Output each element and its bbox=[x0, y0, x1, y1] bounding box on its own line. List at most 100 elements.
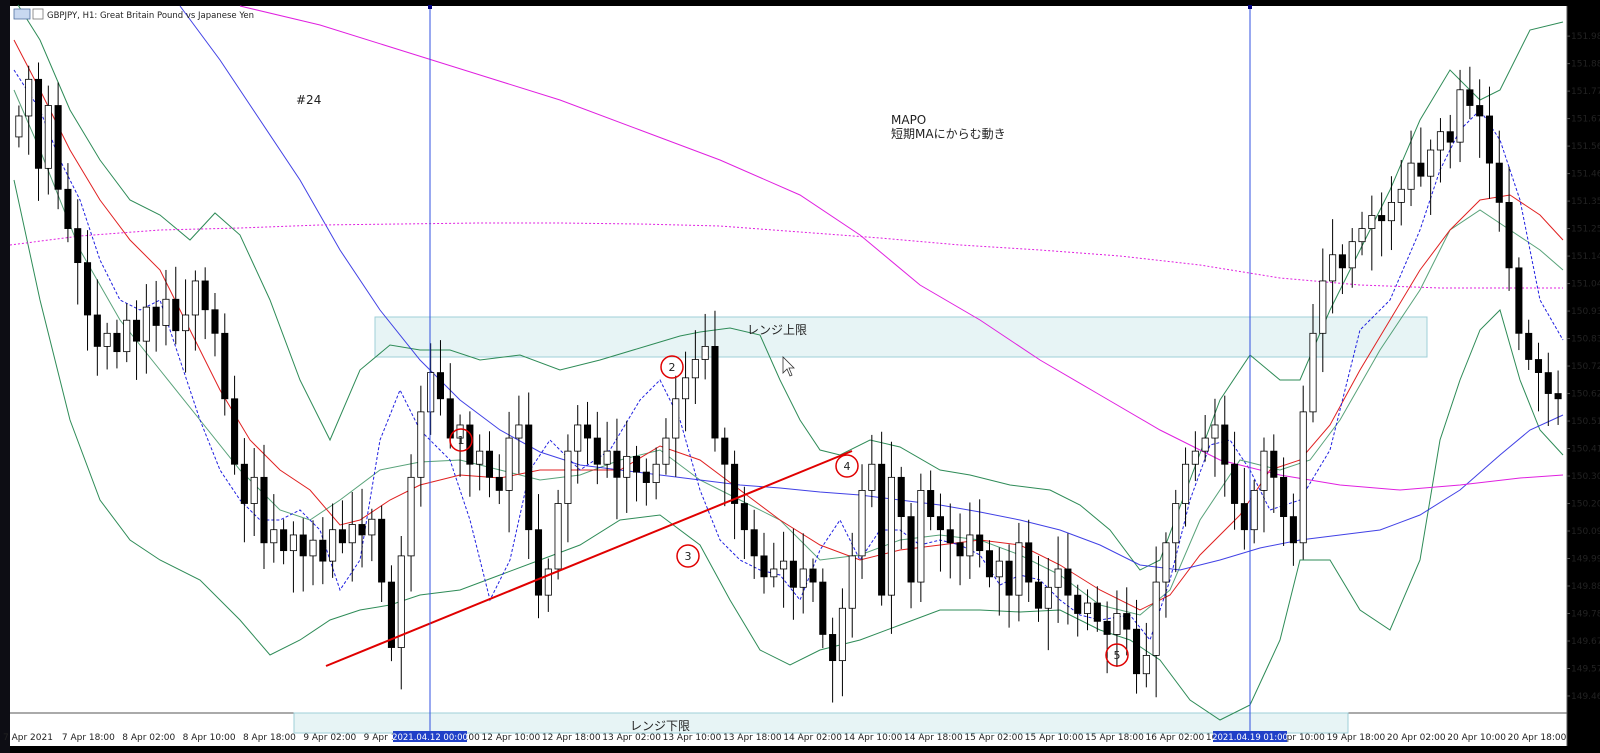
candle-body bbox=[770, 568, 778, 578]
trend-line[interactable] bbox=[325, 450, 853, 667]
candle-body bbox=[1132, 628, 1141, 675]
candle-body bbox=[1191, 450, 1199, 465]
left-toolbar-strip bbox=[0, 0, 10, 753]
candle-body bbox=[1436, 131, 1444, 151]
price-tick-label: 149.675 bbox=[1571, 637, 1600, 647]
candle-body bbox=[1250, 490, 1258, 531]
time-tick-label: 14 Apr 18:00 bbox=[904, 733, 963, 743]
marker-2[interactable]: 2 bbox=[660, 355, 684, 379]
candle-body bbox=[1554, 393, 1562, 400]
chart-window-icon[interactable] bbox=[13, 8, 31, 20]
price-tick-label: 150.725 bbox=[1571, 362, 1600, 372]
candle-body bbox=[995, 560, 1003, 578]
price-tick-label: 151.040 bbox=[1571, 280, 1600, 290]
candle-body bbox=[652, 463, 660, 483]
chart-menu-icon[interactable] bbox=[32, 8, 44, 20]
price-tick-label: 151.985 bbox=[1571, 32, 1600, 42]
candle-body bbox=[583, 424, 592, 439]
candle-body bbox=[368, 518, 376, 536]
candle-body bbox=[554, 503, 562, 570]
vline-1-handle[interactable] bbox=[428, 5, 432, 9]
time-tick-label: 8 Apr 18:00 bbox=[243, 733, 296, 743]
candle-body bbox=[1113, 613, 1121, 635]
candle-body bbox=[417, 411, 425, 478]
candle-body bbox=[407, 476, 415, 557]
marker-1-label: 1 bbox=[458, 434, 465, 447]
candle-body bbox=[927, 490, 935, 518]
price-tick-label: 151.775 bbox=[1571, 87, 1600, 97]
candle-body bbox=[642, 471, 650, 483]
candle-body bbox=[1240, 503, 1248, 531]
candle-body bbox=[476, 450, 484, 465]
candle-body bbox=[309, 539, 317, 557]
time-tick-label: 15 Apr 10:00 bbox=[1025, 733, 1084, 743]
candle-body bbox=[711, 346, 719, 439]
price-tick-label: 150.410 bbox=[1571, 445, 1600, 455]
price-axis-labels: 151.985 151.880 151.775 151.670 151.565 151.4… bbox=[1567, 32, 1600, 702]
candle-body bbox=[211, 309, 219, 334]
candle-body bbox=[1172, 503, 1180, 544]
candle-body bbox=[25, 78, 33, 117]
candle-body bbox=[1456, 89, 1464, 143]
candle-body bbox=[1123, 613, 1131, 630]
candle-body bbox=[1427, 149, 1435, 177]
candle-body bbox=[378, 518, 386, 583]
ma-magenta-dashed-line bbox=[9, 222, 1563, 289]
candle-body bbox=[936, 516, 944, 531]
time-tick-label: 14 Apr 02:00 bbox=[783, 733, 842, 743]
candle-body bbox=[534, 529, 543, 596]
candle-body bbox=[1005, 560, 1013, 596]
marker-2-label: 2 bbox=[669, 361, 676, 374]
marker-4[interactable]: 4 bbox=[835, 454, 859, 478]
candle-body bbox=[240, 463, 248, 504]
candle-body bbox=[270, 529, 278, 544]
price-tick-label: 151.460 bbox=[1571, 170, 1600, 180]
time-tick-label: 20 Apr 18:00 bbox=[1508, 733, 1567, 743]
time-tick-label: 19 Apr 18:00 bbox=[1327, 733, 1386, 743]
marker-1[interactable]: 1 bbox=[449, 428, 473, 452]
marker-3[interactable]: 3 bbox=[676, 544, 700, 568]
time-tick-label: 12 Apr 10:00 bbox=[482, 733, 541, 743]
candle-body bbox=[1182, 463, 1190, 504]
time-tick-label: 20 Apr 10:00 bbox=[1447, 733, 1506, 743]
marker-5[interactable]: 5 bbox=[1105, 643, 1129, 667]
range-lower-box[interactable] bbox=[293, 712, 1349, 734]
candle-body bbox=[280, 529, 288, 552]
range-upper-box[interactable] bbox=[374, 316, 1428, 358]
candle-body bbox=[15, 115, 23, 138]
candle-body bbox=[338, 529, 346, 544]
time-tick-label: 16 Apr 02:00 bbox=[1145, 733, 1204, 743]
candle-body bbox=[1534, 359, 1543, 373]
candlestick-series[interactable] bbox=[15, 62, 1562, 703]
candle-body bbox=[1083, 602, 1092, 614]
candle-body bbox=[172, 298, 180, 332]
candle-body bbox=[1162, 542, 1170, 583]
candle-body bbox=[162, 298, 170, 326]
candle-body bbox=[1201, 437, 1209, 452]
time-tick-label: 14 Apr 10:00 bbox=[844, 733, 903, 743]
candle-body bbox=[1466, 89, 1474, 106]
candle-body bbox=[809, 568, 817, 583]
candle-body bbox=[603, 450, 611, 465]
candle-body bbox=[1515, 267, 1523, 334]
candle-body bbox=[1074, 594, 1082, 614]
marker-3-label: 3 bbox=[685, 550, 692, 563]
candle-body bbox=[1368, 215, 1376, 229]
price-tick-label: 151.565 bbox=[1571, 142, 1600, 152]
ma-blue-dashed-line bbox=[13, 69, 1564, 642]
candle-body bbox=[221, 332, 229, 400]
candle-body bbox=[544, 568, 552, 596]
time-tick-label: 20 Apr 02:00 bbox=[1387, 733, 1446, 743]
vline-1-time-badge bbox=[393, 731, 467, 742]
candle-body bbox=[1211, 424, 1219, 439]
vline-2-time-label: 2021.04.19 01:00 bbox=[1212, 733, 1288, 743]
candle-body bbox=[868, 463, 876, 491]
vline-2-handle[interactable] bbox=[1248, 5, 1252, 9]
mouse-cursor-icon bbox=[782, 356, 795, 377]
candle-body bbox=[64, 188, 72, 229]
time-tick-label: 8 Apr 10:00 bbox=[183, 733, 236, 743]
candle-body bbox=[123, 319, 131, 353]
candle-body bbox=[1103, 620, 1111, 635]
time-tick-label: 9 Apr 10:00 bbox=[364, 733, 417, 743]
